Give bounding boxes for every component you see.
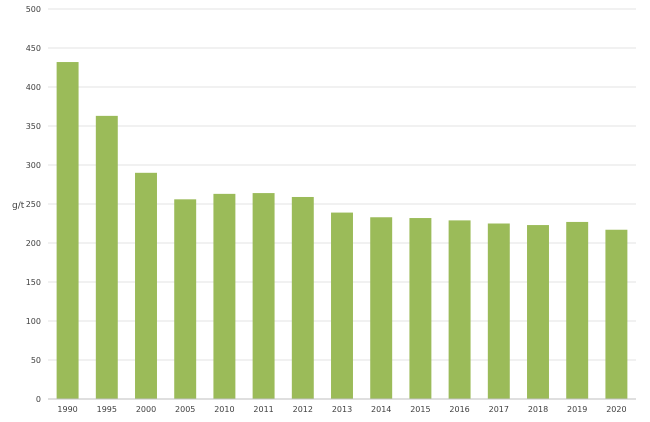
x-axis-ticks: 1990 1995 2000 2005 2010 2011 2012 2013 2014 2015… xyxy=(57,405,626,414)
x-tick-label: 2000 xyxy=(136,405,156,414)
x-tick-label: 2015 xyxy=(410,405,430,414)
y-tick-label: 350 xyxy=(26,122,41,131)
bar-2020 xyxy=(605,229,628,399)
x-tick-label: 2012 xyxy=(293,405,313,414)
x-tick-label: 2013 xyxy=(332,405,352,414)
bar-2010 xyxy=(213,193,236,399)
x-tick-label: 2017 xyxy=(489,405,509,414)
x-tick-label: 2005 xyxy=(175,405,195,414)
y-tick-label: 500 xyxy=(26,5,41,14)
y-axis-ticks: 0 50 100 150 200 250 300 350 400 450 500 xyxy=(26,5,41,404)
bar-2016 xyxy=(448,220,471,399)
x-tick-label: 2010 xyxy=(214,405,234,414)
bar-1995 xyxy=(95,115,118,400)
y-tick-label: 100 xyxy=(26,317,41,326)
y-axis-title: g/t xyxy=(12,201,25,211)
x-tick-label: 2016 xyxy=(449,405,469,414)
y-tick-label: 200 xyxy=(26,239,41,248)
bar-2012 xyxy=(291,196,314,399)
bar-2019 xyxy=(566,221,589,399)
bar-2005 xyxy=(174,199,197,399)
y-tick-label: 250 xyxy=(26,200,41,209)
bar-2014 xyxy=(370,217,393,399)
x-tick-label: 2020 xyxy=(606,405,626,414)
bar-2015 xyxy=(409,218,432,399)
x-tick-label: 1995 xyxy=(97,405,117,414)
x-tick-label: 2014 xyxy=(371,405,391,414)
y-tick-label: 150 xyxy=(26,278,41,287)
x-tick-label: 1990 xyxy=(57,405,77,414)
bar-2018 xyxy=(527,225,549,399)
bar-1990 xyxy=(56,62,79,399)
bars xyxy=(56,62,628,400)
y-tick-label: 450 xyxy=(26,44,41,53)
bar-2017 xyxy=(487,223,510,399)
y-tick-label: 50 xyxy=(31,356,41,365)
x-tick-label: 2011 xyxy=(253,405,273,414)
bar-2013 xyxy=(331,212,353,399)
y-tick-label: 0 xyxy=(36,395,41,404)
y-tick-label: 300 xyxy=(26,161,41,170)
x-tick-label: 2019 xyxy=(567,405,587,414)
bar-2000 xyxy=(135,172,157,399)
y-tick-label: 400 xyxy=(26,83,41,92)
bar-2011 xyxy=(252,193,275,399)
x-tick-label: 2018 xyxy=(528,405,548,414)
